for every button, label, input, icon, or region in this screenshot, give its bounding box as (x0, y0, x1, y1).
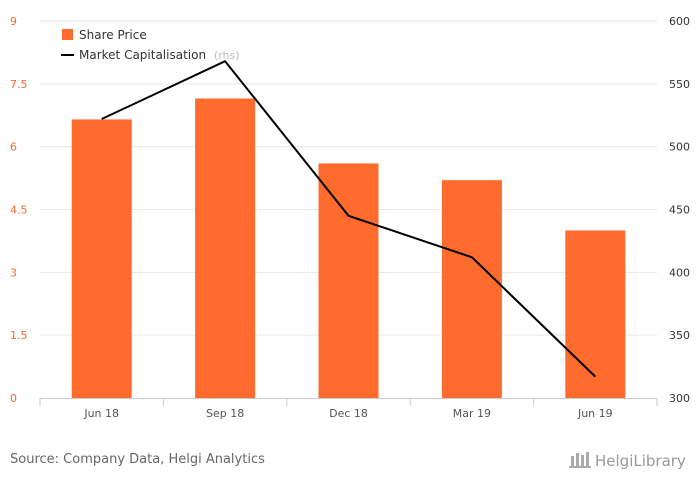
right-axis-tick-label: 550 (669, 78, 690, 91)
source-note: Source: Company Data, Helgi Analytics (10, 452, 265, 467)
right-axis-tick-label: 350 (669, 329, 690, 342)
bar (565, 230, 626, 398)
right-axis-tick-label: 400 (669, 266, 690, 279)
line-series (101, 60, 596, 378)
bar (71, 119, 132, 398)
left-axis-tick-label: 0 (10, 392, 17, 405)
right-axis-tick-label: 450 (669, 204, 690, 217)
helgi-library-logo-icon (569, 452, 591, 468)
left-axis-tick-label: 3 (10, 266, 17, 279)
x-axis-tick-label: Sep 18 (206, 407, 244, 420)
legend-swatch-share-price (62, 29, 73, 40)
axes (39, 398, 658, 406)
left-axis-tick-label: 7.5 (10, 78, 28, 91)
left-axis-tick-label: 9 (10, 15, 17, 28)
legend-label-share-price: Share Price (79, 28, 147, 42)
x-axis-tick-label: Jun 18 (83, 407, 119, 420)
legend-label-rhs: (rhs) (214, 49, 240, 62)
legend-label-market-cap: Market Capitalisation (79, 48, 206, 62)
brand-text: HelgiLibrary (595, 452, 686, 470)
left-axis-tick-label: 4.5 (10, 204, 28, 217)
x-axis-tick-label: Jun 19 (577, 407, 613, 420)
x-axis-tick-label: Dec 18 (329, 407, 368, 420)
bar (441, 180, 502, 398)
x-axis-ticks: Jun 18 Sep 18 Dec 18 Mar 19 Jun 19 (83, 407, 612, 420)
right-axis-tick-label: 500 (669, 141, 690, 154)
bar (318, 163, 379, 398)
legend-label-market-cap-group: Market Capitalisation (rhs) (79, 48, 240, 62)
right-axis-ticks: 300 350 400 450 500 550 600 (669, 15, 690, 405)
right-axis-tick-label: 300 (669, 392, 690, 405)
x-axis-tick-label: Mar 19 (453, 407, 491, 420)
legend: Share Price Market Capitalisation (rhs) (61, 28, 240, 62)
bar (195, 98, 256, 398)
bar-series (71, 98, 626, 398)
left-axis-tick-label: 6 (10, 141, 17, 154)
left-axis-tick-label: 1.5 (10, 329, 28, 342)
right-axis-tick-label: 600 (669, 15, 690, 28)
left-axis-ticks: 0 1.5 3 4.5 6 7.5 9 (10, 15, 28, 405)
helgi-library-logo: HelgiLibrary (569, 452, 686, 470)
